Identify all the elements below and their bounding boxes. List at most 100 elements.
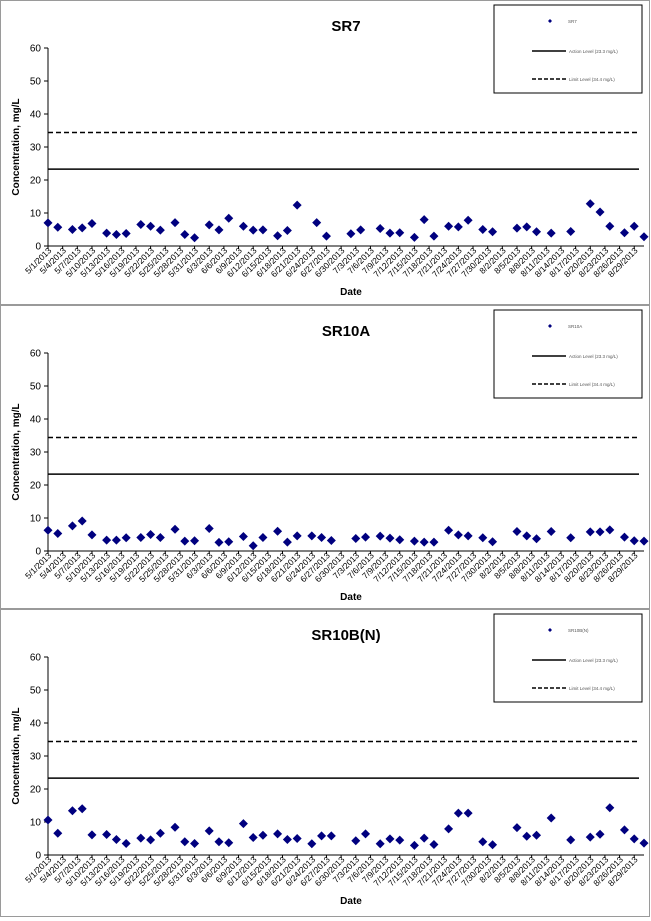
- data-point: [146, 221, 156, 231]
- y-tick-label: 60: [30, 349, 42, 360]
- legend-limit-label: Limit Level (34.4 mg/L): [569, 686, 615, 691]
- data-point: [351, 533, 361, 543]
- chart-title: SR7: [331, 18, 360, 35]
- data-point: [566, 835, 576, 845]
- data-point: [136, 532, 146, 542]
- data-point: [346, 229, 356, 239]
- data-point: [566, 226, 576, 236]
- legend-series-label: SR10B(N): [568, 628, 589, 633]
- data-point: [121, 533, 131, 543]
- data-point: [248, 833, 258, 843]
- y-tick-label: 40: [30, 110, 42, 121]
- y-tick-label: 0: [35, 851, 41, 862]
- chart-panel-sr10bn: SR10B(N) Concentration, mg/L 0 10 20 30 40 50 60…: [0, 609, 650, 917]
- data-point: [512, 823, 522, 833]
- data-point: [629, 536, 639, 546]
- data-point: [566, 533, 576, 543]
- data-point: [307, 531, 317, 541]
- data-point: [87, 530, 97, 540]
- y-axis-label: Concentration, mg/L: [11, 98, 22, 195]
- x-axis-label: Date: [340, 287, 362, 298]
- data-point: [351, 836, 361, 846]
- data-point: [155, 828, 165, 838]
- data-point: [180, 536, 190, 546]
- data-point: [214, 837, 224, 847]
- data-point: [273, 829, 283, 839]
- data-point: [375, 224, 385, 234]
- chart-panel-sr10a: SR10A Concentration, mg/L 0 10 20 30 40 50 60 5/1…: [0, 305, 650, 609]
- y-tick-label: 50: [30, 77, 42, 88]
- y-tick-label: 40: [30, 719, 42, 730]
- data-point: [532, 227, 542, 237]
- y-tick-label: 10: [30, 209, 42, 220]
- data-point: [463, 808, 473, 818]
- legend-marker: [548, 19, 552, 23]
- data-point: [77, 223, 87, 233]
- data-point: [385, 834, 395, 844]
- data-point: [53, 529, 63, 539]
- data-point: [224, 213, 234, 223]
- data-point: [214, 537, 224, 547]
- data-point: [453, 222, 463, 232]
- data-point: [546, 813, 556, 823]
- chart-panel-sr7: SR7 Concentration, mg/L 0 10 20 30 40 50 60 5/1/2…: [0, 0, 650, 305]
- data-point: [605, 803, 615, 813]
- data-point: [146, 835, 156, 845]
- y-tick-label: 30: [30, 143, 42, 154]
- data-point: [102, 535, 112, 545]
- data-point: [619, 825, 629, 835]
- data-point: [43, 815, 53, 825]
- data-point: [53, 222, 63, 232]
- y-tick-label: 20: [30, 481, 42, 492]
- data-point: [522, 222, 532, 232]
- data-point: [595, 829, 605, 839]
- y-tick-label: 20: [30, 176, 42, 187]
- data-point: [478, 837, 488, 847]
- data-point: [463, 215, 473, 225]
- y-tick-label: 10: [30, 514, 42, 525]
- chart-svg: SR10B(N) Concentration, mg/L 0 10 20 30 40 50 60…: [11, 613, 649, 907]
- data-point: [102, 830, 112, 840]
- data-point: [317, 532, 327, 542]
- y-tick-label: 20: [30, 785, 42, 796]
- legend-series-label: SR10A: [568, 324, 582, 329]
- data-point: [258, 225, 268, 235]
- data-point: [170, 524, 180, 534]
- y-tick-label: 50: [30, 686, 42, 697]
- data-point: [273, 231, 283, 241]
- data-point: [532, 830, 542, 840]
- data-point: [512, 527, 522, 537]
- data-point: [488, 840, 498, 850]
- y-axis-label: Concentration, mg/L: [11, 707, 22, 804]
- data-point: [639, 838, 649, 848]
- data-point: [282, 834, 292, 844]
- data-point: [585, 832, 595, 842]
- data-point: [248, 541, 258, 551]
- legend-action-label: Action Level (23.3 mg/L): [569, 354, 618, 359]
- data-point: [77, 516, 87, 526]
- legend-action-label: Action Level (23.3 mg/L): [569, 49, 618, 54]
- legend-series-label: SR7: [568, 19, 577, 24]
- data-point: [307, 839, 317, 849]
- data-point: [444, 525, 454, 535]
- y-tick-label: 40: [30, 415, 42, 426]
- data-point: [204, 524, 214, 534]
- y-tick-label: 30: [30, 752, 42, 763]
- data-point: [419, 215, 429, 225]
- data-point: [155, 225, 165, 235]
- data-point: [155, 532, 165, 542]
- data-point: [312, 218, 322, 228]
- x-axis-label: Date: [340, 896, 362, 907]
- data-point: [321, 231, 331, 241]
- data-point: [629, 221, 639, 231]
- data-point: [463, 531, 473, 541]
- data-point: [605, 221, 615, 231]
- data-point: [121, 228, 131, 238]
- legend-limit-label: Limit Level (34.4 mg/L): [569, 77, 615, 82]
- legend-box: [493, 309, 643, 399]
- data-point: [356, 225, 366, 235]
- data-point: [204, 220, 214, 230]
- data-point: [409, 536, 419, 546]
- data-point: [429, 231, 439, 241]
